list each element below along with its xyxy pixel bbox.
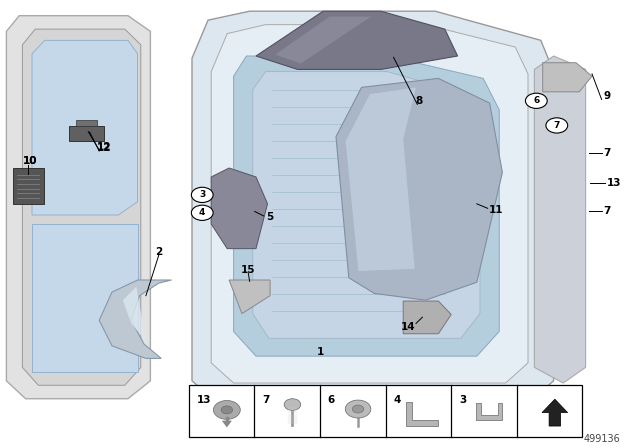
- Text: 12: 12: [97, 143, 111, 153]
- Text: 10: 10: [23, 156, 37, 166]
- Text: 11: 11: [489, 205, 503, 215]
- Text: 9: 9: [603, 91, 611, 101]
- Text: 3: 3: [459, 395, 467, 405]
- PathPatch shape: [406, 402, 438, 426]
- Circle shape: [284, 399, 301, 410]
- PathPatch shape: [256, 11, 458, 69]
- PathPatch shape: [542, 399, 568, 426]
- Text: 3: 3: [199, 190, 205, 199]
- Text: 8: 8: [415, 96, 423, 106]
- Circle shape: [352, 405, 364, 413]
- Text: 7: 7: [554, 121, 560, 130]
- PathPatch shape: [192, 11, 554, 403]
- Text: 7: 7: [262, 395, 269, 405]
- Text: 5: 5: [266, 212, 274, 222]
- PathPatch shape: [22, 29, 141, 385]
- PathPatch shape: [275, 17, 371, 64]
- PathPatch shape: [13, 168, 44, 204]
- Text: 7: 7: [603, 207, 611, 216]
- Text: 2: 2: [155, 247, 163, 257]
- PathPatch shape: [229, 280, 270, 314]
- Text: 13: 13: [607, 178, 621, 188]
- Text: 10: 10: [23, 156, 37, 166]
- Circle shape: [191, 187, 213, 202]
- PathPatch shape: [221, 421, 232, 427]
- Text: 6: 6: [533, 96, 540, 105]
- PathPatch shape: [543, 63, 592, 92]
- Text: 7: 7: [603, 148, 611, 158]
- PathPatch shape: [211, 25, 528, 383]
- PathPatch shape: [76, 120, 97, 126]
- Text: 499136: 499136: [584, 435, 621, 444]
- PathPatch shape: [534, 56, 586, 383]
- Text: 14: 14: [401, 322, 415, 332]
- Text: 6: 6: [328, 395, 335, 405]
- PathPatch shape: [32, 40, 138, 215]
- PathPatch shape: [32, 224, 138, 372]
- PathPatch shape: [403, 301, 451, 334]
- Text: 12: 12: [97, 142, 111, 152]
- PathPatch shape: [99, 280, 172, 358]
- PathPatch shape: [253, 72, 480, 338]
- Circle shape: [221, 406, 232, 414]
- PathPatch shape: [336, 78, 502, 300]
- PathPatch shape: [211, 168, 268, 249]
- Text: 13: 13: [196, 395, 211, 405]
- PathPatch shape: [346, 87, 416, 271]
- Circle shape: [525, 93, 547, 108]
- Text: 1: 1: [316, 347, 324, 357]
- PathPatch shape: [476, 403, 502, 420]
- Text: 4: 4: [199, 208, 205, 217]
- Text: 4: 4: [394, 395, 401, 405]
- PathPatch shape: [123, 287, 146, 341]
- PathPatch shape: [234, 56, 499, 356]
- Circle shape: [213, 401, 240, 419]
- PathPatch shape: [69, 126, 104, 141]
- Text: 15: 15: [241, 265, 255, 275]
- Circle shape: [191, 205, 213, 220]
- FancyBboxPatch shape: [189, 385, 582, 437]
- PathPatch shape: [6, 16, 150, 399]
- Circle shape: [345, 400, 371, 418]
- Circle shape: [546, 118, 568, 133]
